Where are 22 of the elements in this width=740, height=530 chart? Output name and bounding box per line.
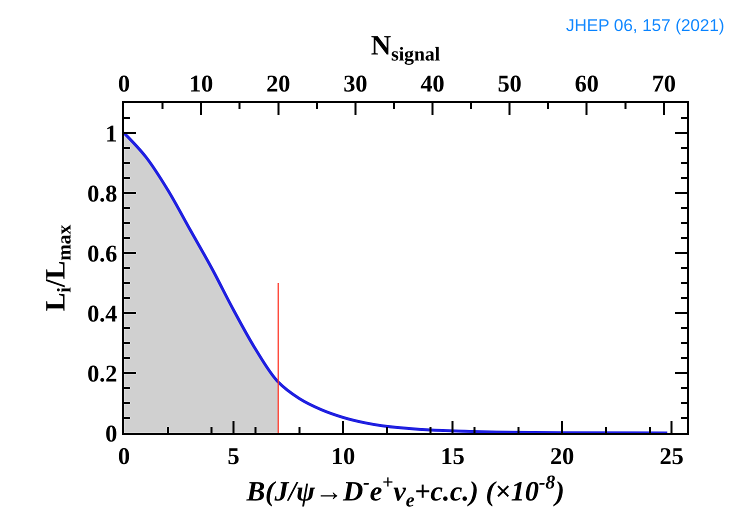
x2-axis-title: N$_{signal}$ — [370, 30, 441, 66]
x2-tick-label: 20 — [266, 71, 290, 98]
x-tick-label: 20 — [550, 444, 574, 470]
x2-tick-label: 50 — [498, 71, 522, 98]
y-tick-label: 1 — [105, 121, 118, 148]
x-tick-label: 5 — [228, 444, 240, 470]
x2-tick-label: 70 — [652, 71, 676, 98]
x-tick-label: 10 — [331, 444, 356, 470]
y-tick-label: 0 — [105, 421, 118, 448]
x-tick-label: 15 — [440, 444, 465, 470]
x2-tick-label: 40 — [420, 71, 444, 98]
y-tick-label: 0.2 — [87, 361, 118, 388]
x2-tick-label: 60 — [574, 71, 599, 98]
y-tick-label: 0.4 — [87, 301, 118, 328]
line-series — [124, 132, 669, 433]
x2-tick-label: 10 — [189, 71, 214, 98]
text: B(J/ψ→D$^{-}$e$^{+}$ν$_{e}$+c.c.) (×10$^{-8}$) — [246, 472, 565, 512]
x-tick-label: 25 — [660, 444, 684, 470]
y-tick-label: 0.6 — [87, 241, 118, 268]
x2-tick-label: 30 — [343, 71, 368, 98]
y-tick-label: 0.8 — [87, 181, 118, 208]
text: JHEP 06, 157 (2021) — [566, 16, 724, 35]
